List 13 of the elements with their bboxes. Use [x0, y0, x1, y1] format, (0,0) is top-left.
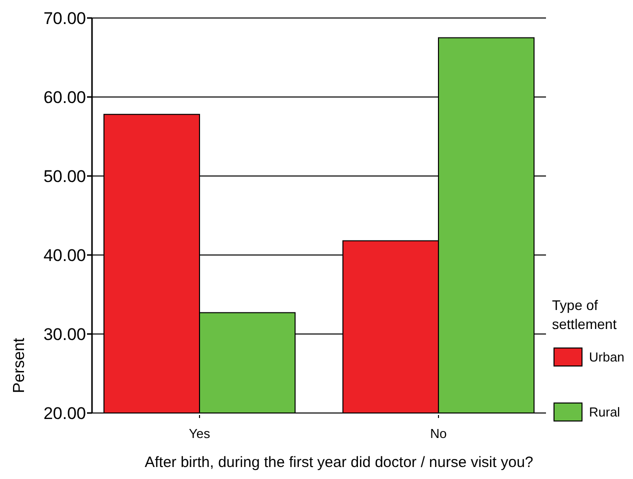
y-tick-label: 20.00: [43, 404, 86, 423]
y-tick-label: 40.00: [43, 246, 86, 265]
legend-label: Rural: [589, 404, 620, 420]
x-tick-label: Yes: [188, 426, 211, 441]
y-tick-label: 30.00: [43, 324, 86, 344]
legend-title: Type of settlement: [552, 296, 618, 334]
x-axis-title: After birth, during the first year did doctor / nurse visit you?: [144, 454, 534, 471]
y-tick-label: 50.00: [43, 166, 86, 186]
y-tick-label: 60.00: [43, 88, 86, 107]
y-tick-label: 70.00: [43, 8, 86, 28]
y-axis-title: Persent: [11, 337, 28, 394]
legend-label: Urban: [589, 350, 624, 365]
x-tick-label: No: [430, 426, 447, 441]
